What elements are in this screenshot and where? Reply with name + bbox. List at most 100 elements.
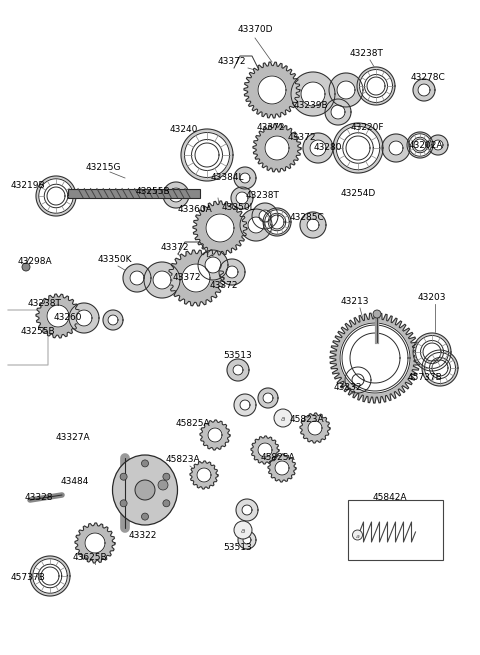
Polygon shape bbox=[333, 123, 383, 173]
Text: 45823A: 45823A bbox=[290, 415, 324, 424]
Text: 43372: 43372 bbox=[210, 280, 238, 290]
Polygon shape bbox=[424, 352, 456, 383]
Polygon shape bbox=[367, 77, 385, 95]
Polygon shape bbox=[325, 99, 351, 125]
Polygon shape bbox=[360, 69, 393, 102]
Polygon shape bbox=[428, 135, 448, 155]
Polygon shape bbox=[39, 179, 73, 214]
Circle shape bbox=[142, 513, 148, 520]
Text: 45737B: 45737B bbox=[408, 373, 443, 383]
Polygon shape bbox=[168, 250, 224, 306]
Text: 43360A: 43360A bbox=[178, 206, 212, 214]
Polygon shape bbox=[310, 140, 326, 156]
Circle shape bbox=[120, 473, 127, 480]
Polygon shape bbox=[205, 257, 221, 273]
Text: 45842A: 45842A bbox=[373, 493, 407, 502]
Polygon shape bbox=[414, 139, 426, 151]
Polygon shape bbox=[244, 62, 300, 118]
Circle shape bbox=[373, 310, 381, 318]
Text: 43322: 43322 bbox=[129, 531, 157, 540]
Polygon shape bbox=[308, 421, 322, 435]
Polygon shape bbox=[169, 188, 183, 202]
Text: 43238T: 43238T bbox=[28, 299, 62, 307]
Polygon shape bbox=[144, 262, 180, 298]
Polygon shape bbox=[219, 259, 245, 285]
Text: 43384L: 43384L bbox=[210, 174, 244, 183]
Text: 45737B: 45737B bbox=[11, 574, 46, 582]
Polygon shape bbox=[41, 567, 59, 585]
Text: 53513: 53513 bbox=[224, 544, 252, 553]
Polygon shape bbox=[234, 167, 256, 189]
Text: 43328: 43328 bbox=[25, 493, 53, 502]
Text: 45825A: 45825A bbox=[176, 419, 210, 428]
Polygon shape bbox=[300, 212, 326, 238]
Polygon shape bbox=[30, 556, 70, 596]
Polygon shape bbox=[69, 303, 99, 333]
Polygon shape bbox=[231, 187, 253, 209]
Ellipse shape bbox=[112, 455, 178, 525]
Text: 43625B: 43625B bbox=[72, 553, 108, 563]
Polygon shape bbox=[258, 443, 272, 457]
Polygon shape bbox=[268, 214, 286, 231]
Polygon shape bbox=[240, 173, 250, 183]
Polygon shape bbox=[265, 136, 289, 160]
Bar bbox=[68, 189, 200, 198]
Polygon shape bbox=[236, 499, 258, 521]
Polygon shape bbox=[226, 266, 238, 278]
Polygon shape bbox=[233, 365, 243, 375]
Text: 43372: 43372 bbox=[257, 124, 285, 132]
Polygon shape bbox=[337, 81, 355, 99]
Polygon shape bbox=[357, 67, 395, 105]
Polygon shape bbox=[251, 436, 279, 464]
Text: 43202A: 43202A bbox=[409, 141, 443, 149]
Text: a: a bbox=[281, 416, 285, 422]
Polygon shape bbox=[301, 82, 325, 106]
Polygon shape bbox=[303, 133, 333, 163]
Polygon shape bbox=[163, 182, 189, 208]
Polygon shape bbox=[238, 531, 256, 549]
Circle shape bbox=[120, 500, 127, 507]
Circle shape bbox=[22, 263, 30, 271]
Text: 43280: 43280 bbox=[314, 143, 342, 153]
Circle shape bbox=[142, 460, 148, 467]
Polygon shape bbox=[227, 359, 249, 381]
Polygon shape bbox=[389, 141, 403, 155]
Text: 43484: 43484 bbox=[61, 477, 89, 487]
Polygon shape bbox=[432, 360, 448, 376]
Polygon shape bbox=[345, 367, 371, 393]
Polygon shape bbox=[153, 271, 171, 289]
Polygon shape bbox=[208, 428, 222, 442]
Text: 43372: 43372 bbox=[218, 58, 246, 67]
Polygon shape bbox=[190, 461, 218, 489]
Polygon shape bbox=[263, 393, 273, 403]
Polygon shape bbox=[182, 264, 210, 292]
Circle shape bbox=[135, 480, 155, 500]
Text: 43203: 43203 bbox=[418, 293, 446, 303]
Polygon shape bbox=[47, 187, 65, 205]
Text: 43213: 43213 bbox=[341, 297, 369, 307]
Polygon shape bbox=[307, 219, 319, 231]
Polygon shape bbox=[36, 176, 76, 216]
Text: 43372: 43372 bbox=[288, 134, 316, 143]
Circle shape bbox=[274, 409, 292, 427]
Polygon shape bbox=[242, 505, 252, 515]
Polygon shape bbox=[47, 305, 69, 327]
Text: 43239B: 43239B bbox=[294, 100, 328, 109]
Text: a: a bbox=[241, 528, 245, 534]
Polygon shape bbox=[291, 72, 335, 116]
Polygon shape bbox=[409, 134, 431, 157]
Polygon shape bbox=[197, 468, 211, 482]
Text: 43350K: 43350K bbox=[98, 255, 132, 265]
Polygon shape bbox=[258, 388, 278, 408]
Polygon shape bbox=[103, 310, 123, 330]
Polygon shape bbox=[364, 75, 387, 98]
Bar bbox=[348, 500, 443, 560]
Polygon shape bbox=[130, 271, 144, 285]
Circle shape bbox=[163, 473, 170, 480]
Polygon shape bbox=[192, 140, 223, 170]
Polygon shape bbox=[253, 124, 301, 172]
Text: 43372: 43372 bbox=[161, 244, 189, 252]
Polygon shape bbox=[418, 84, 430, 96]
Polygon shape bbox=[342, 325, 408, 391]
Polygon shape bbox=[200, 420, 230, 450]
